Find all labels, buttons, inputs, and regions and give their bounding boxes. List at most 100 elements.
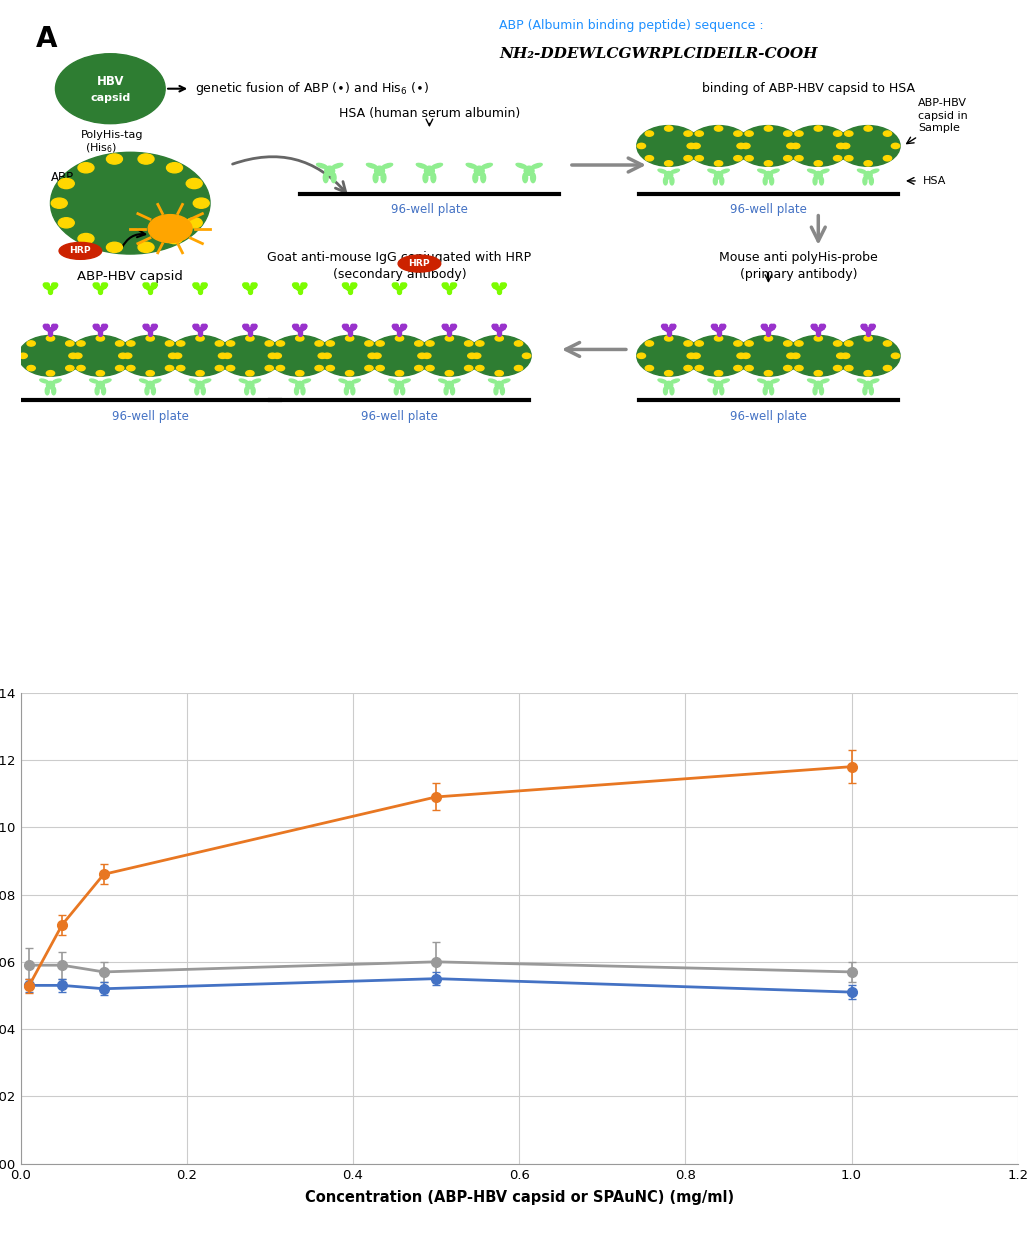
Text: binding of ABP-HBV capsid to HSA: binding of ABP-HBV capsid to HSA: [702, 82, 915, 95]
Ellipse shape: [770, 379, 779, 383]
Circle shape: [845, 156, 853, 161]
Circle shape: [764, 370, 773, 376]
Text: PolyHis-tag: PolyHis-tag: [80, 130, 143, 140]
Text: HSA (human serum albumin): HSA (human serum albumin): [339, 108, 520, 120]
Circle shape: [514, 340, 522, 347]
Circle shape: [445, 335, 453, 340]
Circle shape: [118, 353, 127, 359]
Circle shape: [167, 162, 183, 173]
Circle shape: [891, 353, 900, 359]
Ellipse shape: [663, 177, 667, 184]
Circle shape: [107, 243, 122, 253]
Circle shape: [842, 144, 850, 149]
Circle shape: [783, 156, 792, 161]
Circle shape: [123, 353, 132, 359]
Circle shape: [792, 144, 800, 149]
Ellipse shape: [444, 386, 448, 395]
Ellipse shape: [374, 166, 384, 176]
Circle shape: [59, 218, 74, 228]
Ellipse shape: [97, 381, 105, 389]
Circle shape: [169, 353, 177, 359]
Ellipse shape: [425, 166, 435, 176]
Ellipse shape: [317, 163, 327, 168]
Circle shape: [77, 365, 85, 371]
Ellipse shape: [201, 386, 206, 395]
Ellipse shape: [401, 386, 405, 395]
Circle shape: [146, 370, 154, 376]
Circle shape: [737, 353, 745, 359]
Circle shape: [74, 353, 82, 359]
Ellipse shape: [473, 173, 478, 183]
Ellipse shape: [431, 173, 436, 183]
Circle shape: [664, 126, 673, 131]
Ellipse shape: [670, 170, 680, 173]
Ellipse shape: [140, 379, 148, 383]
Circle shape: [834, 156, 842, 161]
Circle shape: [795, 156, 803, 161]
Text: 96-well plate: 96-well plate: [730, 410, 807, 423]
Ellipse shape: [758, 170, 767, 173]
Circle shape: [246, 370, 254, 376]
Circle shape: [218, 353, 227, 359]
Ellipse shape: [424, 173, 428, 183]
Circle shape: [414, 340, 423, 347]
Circle shape: [695, 131, 703, 136]
Ellipse shape: [670, 177, 674, 184]
Circle shape: [373, 353, 381, 359]
Ellipse shape: [865, 381, 872, 389]
Ellipse shape: [665, 172, 672, 180]
Text: 96-well plate: 96-well plate: [361, 410, 438, 423]
Ellipse shape: [808, 170, 816, 173]
Text: ABP-HBV
capsid in
Sample: ABP-HBV capsid in Sample: [918, 98, 967, 134]
Circle shape: [27, 365, 35, 371]
Circle shape: [51, 198, 67, 208]
Circle shape: [246, 335, 254, 340]
Circle shape: [883, 156, 891, 161]
Circle shape: [296, 335, 304, 340]
Circle shape: [495, 370, 504, 376]
Circle shape: [783, 131, 792, 136]
Ellipse shape: [658, 170, 667, 173]
Circle shape: [786, 125, 850, 166]
Circle shape: [783, 340, 792, 347]
Circle shape: [845, 340, 853, 347]
Circle shape: [837, 144, 845, 149]
Circle shape: [883, 365, 891, 371]
Text: ABP: ABP: [50, 171, 74, 184]
Circle shape: [745, 131, 754, 136]
Circle shape: [646, 365, 654, 371]
Ellipse shape: [516, 163, 526, 168]
Circle shape: [646, 156, 654, 161]
Ellipse shape: [373, 173, 378, 183]
Ellipse shape: [351, 386, 355, 395]
Circle shape: [273, 353, 282, 359]
Ellipse shape: [416, 163, 427, 168]
Circle shape: [687, 335, 750, 376]
Circle shape: [814, 161, 822, 166]
Circle shape: [845, 365, 853, 371]
Ellipse shape: [466, 163, 477, 168]
Circle shape: [107, 154, 122, 165]
Text: HRP: HRP: [408, 259, 431, 269]
Circle shape: [476, 340, 484, 347]
Circle shape: [177, 340, 185, 347]
Ellipse shape: [813, 386, 817, 395]
Circle shape: [834, 365, 842, 371]
Circle shape: [223, 353, 231, 359]
Circle shape: [687, 353, 695, 359]
Ellipse shape: [196, 381, 205, 389]
Circle shape: [783, 365, 792, 371]
Text: HSA: HSA: [923, 176, 947, 186]
Circle shape: [714, 126, 723, 131]
Circle shape: [277, 340, 285, 347]
Circle shape: [196, 370, 205, 376]
Circle shape: [468, 335, 531, 376]
Circle shape: [692, 353, 700, 359]
Ellipse shape: [450, 386, 454, 395]
Ellipse shape: [819, 386, 823, 395]
Ellipse shape: [495, 381, 504, 389]
Circle shape: [226, 365, 234, 371]
Ellipse shape: [721, 170, 729, 173]
Circle shape: [186, 218, 203, 228]
Text: genetic fusion of ABP ($\bullet$) and His$_6$ ($\bullet$): genetic fusion of ABP ($\bullet$) and Hi…: [195, 80, 429, 98]
